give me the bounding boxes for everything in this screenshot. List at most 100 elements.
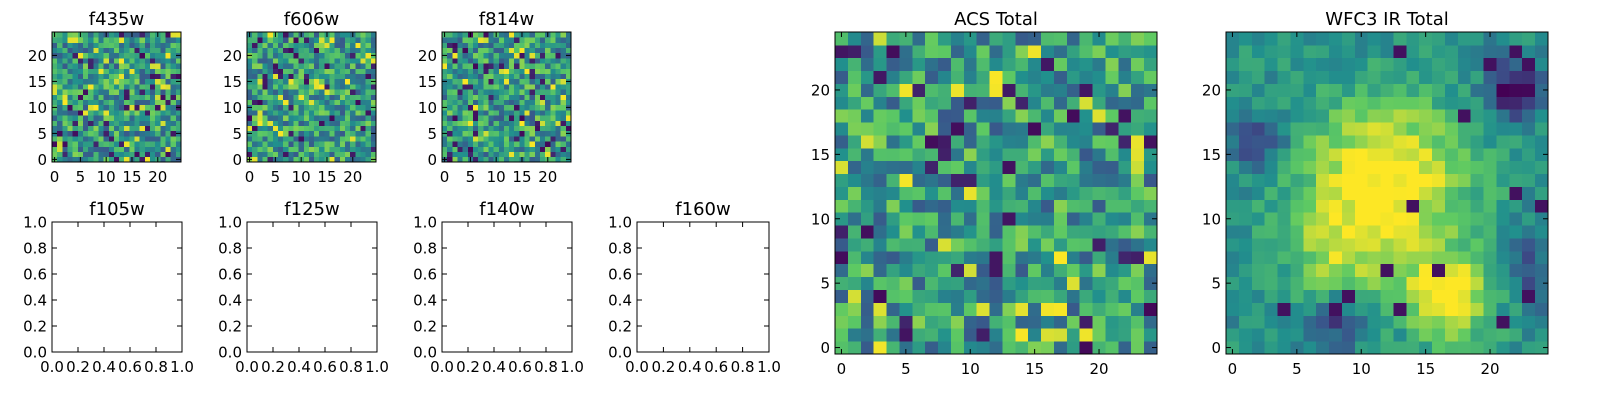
heatmap-cell	[493, 73, 500, 80]
heatmap-cell	[912, 32, 926, 46]
heatmap-cell	[1406, 289, 1420, 303]
heatmap-cell	[370, 63, 377, 69]
heatmap-cell	[288, 146, 294, 152]
heatmap-cell	[1483, 160, 1497, 175]
heatmap-cell	[976, 250, 990, 265]
heatmap-cell	[1444, 44, 1459, 59]
heatmap-cell	[308, 146, 315, 152]
heatmap-cell	[467, 120, 474, 126]
heatmap-cell	[534, 99, 541, 106]
heatmap-cell	[1118, 160, 1132, 175]
heatmap-cell	[1264, 276, 1278, 290]
heatmap-cell	[560, 47, 567, 54]
heatmap-cell	[165, 47, 172, 54]
heatmap-cell	[1028, 302, 1042, 316]
heatmap-cell	[144, 58, 151, 64]
heatmap-cell	[370, 58, 377, 64]
heatmap-cell	[1105, 199, 1119, 213]
heatmap-cell	[150, 141, 156, 147]
heatmap-cell	[503, 115, 510, 121]
heatmap-cell	[298, 146, 305, 152]
heatmap-cell	[175, 120, 182, 126]
heatmap-cell	[560, 78, 567, 85]
heatmap-cell	[963, 250, 978, 265]
heatmap-cell	[72, 63, 79, 69]
heatmap-cell	[1144, 250, 1158, 265]
y-tick-label: 0.8	[218, 240, 242, 258]
heatmap-cell	[165, 78, 172, 85]
heatmap-cell	[72, 136, 79, 142]
heatmap-cell	[165, 58, 172, 64]
heatmap-cell	[1092, 32, 1106, 46]
heatmap-cell	[257, 84, 263, 90]
heatmap-cell	[886, 32, 900, 46]
heatmap-cell	[1367, 212, 1381, 226]
heatmap-cell	[134, 151, 141, 158]
heatmap-cell	[319, 42, 325, 48]
y-tick-label: 5	[820, 275, 830, 293]
heatmap-cell	[976, 32, 990, 46]
heatmap-cell	[160, 73, 166, 80]
heatmap-cell	[329, 78, 336, 85]
heatmap-cell	[462, 141, 469, 147]
heatmap-cell	[365, 84, 372, 90]
heatmap-cell	[365, 120, 372, 126]
heatmap-cell	[1303, 57, 1317, 72]
heatmap-cell	[545, 94, 551, 100]
heatmap-cell	[1277, 302, 1291, 316]
heatmap-cell	[247, 63, 253, 69]
heatmap-cell	[283, 99, 289, 106]
heatmap-cell	[113, 37, 120, 43]
heatmap-cell	[963, 160, 978, 175]
heatmap-cell	[514, 37, 520, 43]
heatmap-cell	[963, 289, 978, 303]
heatmap-cell	[1457, 328, 1472, 342]
heatmap-cell	[1105, 315, 1119, 329]
heatmap-cell	[160, 47, 166, 54]
heatmap-cell	[319, 89, 325, 95]
heatmap-cell	[370, 89, 377, 95]
heatmap-cell	[462, 151, 469, 158]
heatmap-cell	[1144, 212, 1158, 226]
heatmap-cell	[339, 156, 346, 163]
heatmap-cell	[93, 110, 99, 116]
heatmap-cell	[560, 156, 567, 163]
heatmap-cell	[925, 328, 939, 342]
heatmap-cell	[519, 104, 525, 111]
heatmap-cell	[1290, 250, 1304, 265]
heatmap-cell	[976, 328, 990, 342]
heatmap-cell	[1079, 238, 1093, 252]
heatmap-cell	[283, 37, 289, 43]
heatmap-cell	[1238, 96, 1253, 110]
heatmap-cell	[1457, 44, 1472, 59]
heatmap-cell	[886, 238, 900, 252]
heatmap-cell	[113, 146, 120, 152]
heatmap-cell	[93, 84, 99, 90]
heatmap-cell	[1079, 263, 1093, 278]
heatmap-cell	[545, 52, 551, 59]
heatmap-cell	[1406, 212, 1420, 226]
heatmap-cell	[976, 96, 990, 110]
heatmap-cell	[899, 160, 913, 175]
heatmap-cell	[1367, 186, 1381, 200]
heatmap-cell	[1457, 341, 1472, 355]
heatmap-cell	[355, 125, 361, 132]
heatmap-cell	[1483, 341, 1497, 355]
heatmap-cell	[835, 186, 849, 200]
heatmap-cell	[277, 89, 284, 95]
heatmap-cell	[847, 32, 862, 46]
heatmap-cell	[170, 47, 177, 54]
heatmap-cell	[478, 151, 484, 158]
heatmap-cell	[938, 186, 952, 200]
heatmap-cell	[108, 99, 115, 106]
heatmap-cell	[72, 141, 79, 147]
heatmap-cell	[72, 104, 79, 111]
heatmap-cell	[1066, 212, 1081, 226]
heatmap-cell	[257, 47, 263, 54]
heatmap-cell	[1457, 238, 1472, 252]
heatmap-cell	[272, 115, 279, 121]
heatmap-cell	[529, 73, 536, 80]
heatmap-cell	[560, 104, 567, 111]
heatmap-cell	[976, 238, 990, 252]
heatmap-cell	[277, 110, 284, 116]
